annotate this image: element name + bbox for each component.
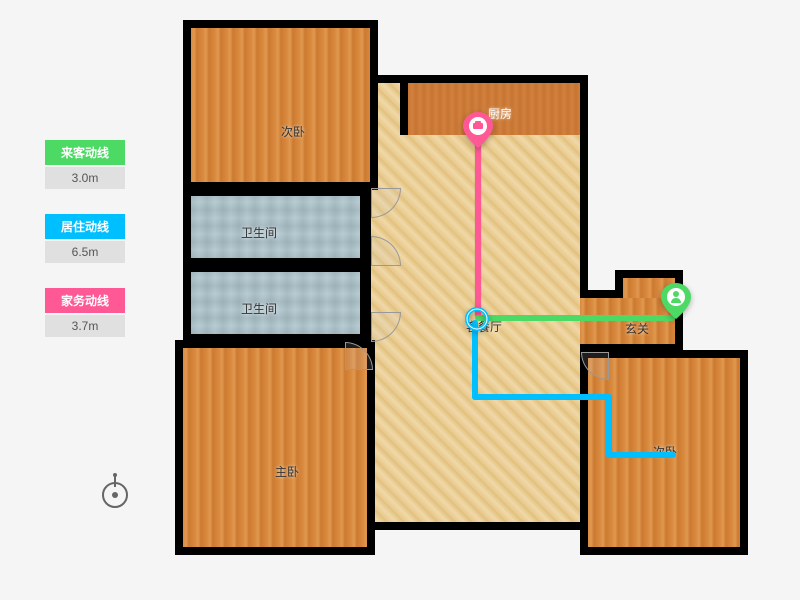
floor-plan: 客餐厅 厨房 次卧 卫生间 卫生间 主卧 玄关 次卧 bbox=[175, 20, 775, 580]
path-living-seg4 bbox=[606, 452, 676, 458]
legend-living-value: 6.5m bbox=[45, 241, 125, 263]
room-bath2: 卫生间 bbox=[183, 264, 368, 342]
room-bath2-label: 卫生间 bbox=[241, 300, 277, 317]
room-bedroom1-label: 次卧 bbox=[281, 123, 305, 140]
room-bedroom1: 次卧 bbox=[183, 20, 378, 190]
legend-chore-value: 3.7m bbox=[45, 315, 125, 337]
compass-icon bbox=[95, 470, 135, 510]
legend-panel: 来客动线 3.0m 居住动线 6.5m 家务动线 3.7m bbox=[45, 140, 125, 362]
path-chore bbox=[475, 138, 481, 318]
room-bath1-label: 卫生间 bbox=[241, 224, 277, 241]
path-guest bbox=[475, 315, 675, 321]
room-master-label: 主卧 bbox=[275, 463, 299, 480]
room-kitchen: 厨房 bbox=[400, 75, 588, 135]
center-marker-icon bbox=[465, 307, 489, 331]
room-bath1: 卫生间 bbox=[183, 188, 368, 266]
legend-chore-label: 家务动线 bbox=[45, 288, 125, 313]
room-entry-label: 玄关 bbox=[625, 320, 649, 337]
legend-living: 居住动线 6.5m bbox=[45, 214, 125, 263]
legend-guest-value: 3.0m bbox=[45, 167, 125, 189]
legend-living-label: 居住动线 bbox=[45, 214, 125, 239]
legend-guest-label: 来客动线 bbox=[45, 140, 125, 165]
legend-chore: 家务动线 3.7m bbox=[45, 288, 125, 337]
entry-marker-icon bbox=[661, 283, 691, 319]
path-living-seg1 bbox=[472, 320, 478, 400]
legend-guest: 来客动线 3.0m bbox=[45, 140, 125, 189]
path-living-seg3 bbox=[606, 394, 612, 458]
path-living-seg2 bbox=[472, 394, 612, 400]
kitchen-marker-icon bbox=[463, 112, 493, 148]
room-master: 主卧 bbox=[175, 340, 375, 555]
